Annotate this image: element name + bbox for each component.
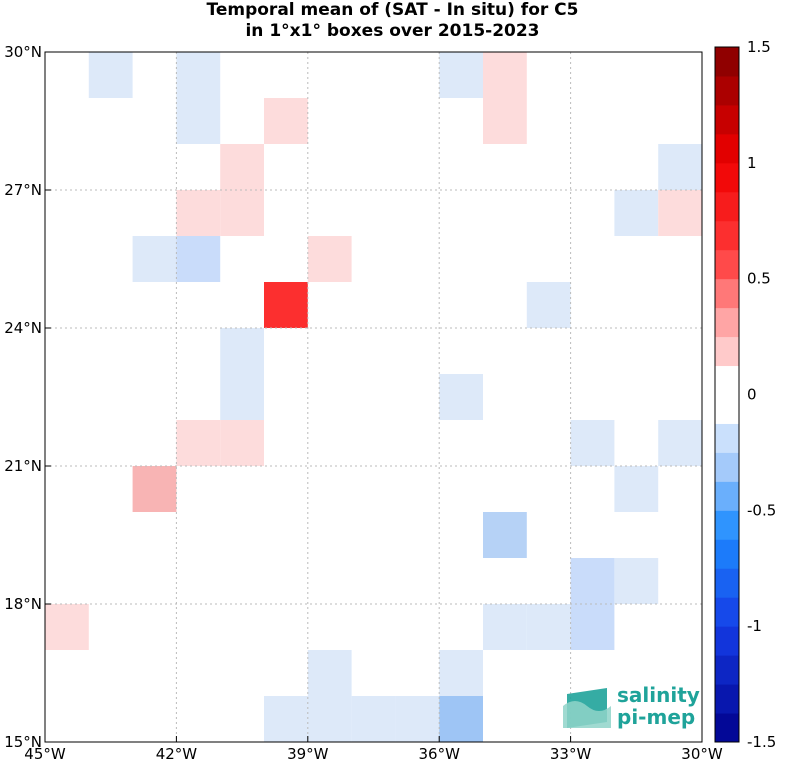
heatmap-cell [132, 236, 177, 282]
colorbar: 1.5 1 0.5 0 -0.5 -1 -1.5 [714, 38, 776, 751]
colorbar-tick-label: -1 [747, 617, 762, 635]
heatmap-cell [307, 650, 352, 696]
heatmap-cell [439, 374, 483, 420]
y-tick-label: 30°N [4, 43, 42, 61]
colorbar-tick-label: 1.5 [747, 38, 771, 56]
heatmap-cell [176, 420, 221, 466]
y-tick-label: 27°N [4, 181, 42, 199]
heatmap-cells [45, 52, 702, 742]
heatmap-cell [132, 466, 177, 512]
colorbar-tick-label: 0 [747, 386, 757, 404]
heatmap-cell [439, 650, 483, 696]
x-tick-label: 39°W [287, 745, 329, 763]
y-tick-label: 15°N [4, 733, 42, 751]
heatmap-cell [439, 52, 483, 98]
heatmap-cell [176, 236, 221, 282]
heatmap-cell [614, 558, 659, 604]
grid-lines [45, 52, 702, 742]
colorbar-swatch [715, 220, 739, 251]
colorbar-swatch [715, 394, 739, 424]
colorbar-tick-label: 1 [747, 154, 757, 172]
heatmap-cell [658, 190, 702, 236]
heatmap-cell [483, 52, 527, 98]
heatmap-cell [176, 98, 221, 144]
logo-wave-icon [563, 701, 611, 728]
x-axis: 45°W 42°W 39°W 36°W 33°W 30°W [24, 736, 723, 763]
colorbar-swatch [715, 510, 739, 540]
colorbar-swatch [715, 75, 739, 106]
x-tick-label: 36°W [418, 745, 460, 763]
y-tick-label: 24°N [4, 319, 42, 337]
heatmap-cell [351, 696, 396, 742]
colorbar-swatch [715, 162, 739, 193]
heatmap-cell [483, 98, 527, 144]
heatmap-cell [526, 604, 571, 650]
colorbar-swatch [715, 655, 739, 685]
colorbar-swatch [715, 133, 739, 164]
colorbar-swatch [715, 104, 739, 135]
x-tick-label: 42°W [156, 745, 198, 763]
colorbar-frame [714, 46, 740, 743]
heatmap-cell [614, 190, 659, 236]
heatmap-cell [176, 190, 221, 236]
y-axis: 15°N 18°N 21°N 24°N 27°N 30°N [4, 43, 51, 751]
colorbar-tick-label: -1.5 [747, 733, 776, 751]
colorbar-swatch [715, 684, 739, 714]
y-tick-label: 21°N [4, 457, 42, 475]
heatmap-cell [220, 420, 264, 466]
colorbar-tick-label: -0.5 [747, 501, 776, 519]
chart-title: Temporal mean of (SAT - In situ) for C5 [206, 0, 579, 20]
heatmap-cell [570, 558, 615, 604]
heatmap-cell [483, 512, 527, 558]
heatmap-cell [526, 282, 571, 328]
y-tick-label: 18°N [4, 595, 42, 613]
colorbar-swatch [715, 191, 739, 222]
heatmap-cell [570, 420, 615, 466]
heatmap-cell [264, 98, 308, 144]
colorbar-swatch [715, 713, 739, 743]
plot-frame [44, 51, 703, 743]
heatmap-cell [658, 420, 702, 466]
heatmap-cell [307, 696, 352, 742]
heatmap-cell [439, 696, 483, 742]
logo-line2: pi-mep [617, 705, 695, 729]
heatmap-cell [220, 374, 264, 420]
heatmap-cell [264, 696, 308, 742]
colorbar-swatch [715, 336, 739, 367]
colorbar-tick-label: 0.5 [747, 270, 771, 288]
colorbar-swatch [715, 597, 739, 627]
heatmap-cell [307, 236, 352, 282]
heatmap-cell [483, 604, 527, 650]
x-tick-label: 30°W [681, 745, 723, 763]
colorbar-swatch [715, 568, 739, 598]
heatmap-cell [220, 144, 264, 190]
chart-subtitle: in 1°x1° boxes over 2015-2023 [245, 21, 540, 41]
colorbar-swatch [715, 452, 739, 482]
colorbar-swatch [715, 249, 739, 280]
x-tick-label: 33°W [550, 745, 592, 763]
colorbar-swatch [715, 365, 739, 395]
colorbar-swatch [715, 278, 739, 309]
colorbar-swatch [715, 481, 739, 511]
x-tick-label: 45°W [24, 745, 66, 763]
heatmap-cell [220, 328, 264, 374]
heatmap-cell [264, 282, 308, 328]
logo-line1: salinity [617, 683, 700, 707]
salinity-pi-mep-logo: salinity pi-mep [563, 683, 700, 729]
colorbar-swatch [715, 423, 739, 453]
heatmap-cell [570, 604, 615, 650]
heatmap-cell [614, 466, 659, 512]
colorbar-swatch [715, 539, 739, 569]
heatmap-cell [45, 604, 89, 650]
heatmap-cell [88, 52, 133, 98]
heatmap-cell [220, 190, 264, 236]
heatmap-cell [658, 144, 702, 190]
heatmap-cell [176, 52, 221, 98]
colorbar-swatch [715, 47, 739, 77]
colorbar-swatch [715, 307, 739, 338]
colorbar-swatch [715, 626, 739, 656]
heatmap-cell [395, 696, 440, 742]
